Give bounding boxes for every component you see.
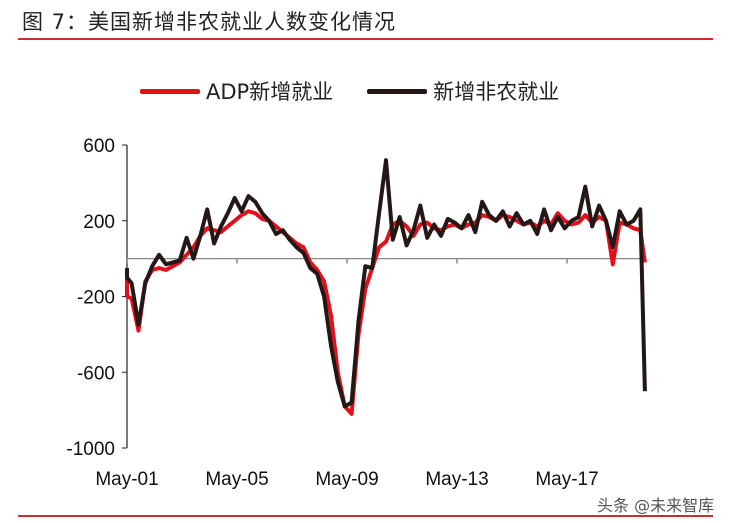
bottom-divider xyxy=(18,515,713,517)
legend-label-adp: ADP新增就业 xyxy=(206,80,334,104)
chart-legend: ADP新增就业 新增非农就业 xyxy=(140,76,593,106)
chart-series xyxy=(125,158,647,416)
legend-item-adp: ADP新增就业 xyxy=(140,76,333,106)
figure-title: 图 7：美国新增非农就业人数变化情况 xyxy=(22,10,397,34)
legend-label-nonfarm: 新增非农就业 xyxy=(433,80,560,104)
y-tick-label: 200 xyxy=(83,212,115,233)
title-divider xyxy=(18,38,713,40)
y-tick-label: -200 xyxy=(77,288,115,309)
x-tick-label: May-01 xyxy=(95,469,158,490)
x-tick-label: May-05 xyxy=(205,469,268,490)
watermark: 头条 @未来智库 xyxy=(597,496,715,515)
x-tick-label: May-17 xyxy=(535,469,598,490)
x-axis: May-01 May-05 May-09 May-13 May-17 xyxy=(95,258,599,490)
y-tick-label: 600 xyxy=(83,136,115,157)
legend-swatch-nonfarm xyxy=(367,88,428,94)
y-axis: 600 200 -200 -600 -1000 xyxy=(66,136,128,460)
x-tick-label: May-13 xyxy=(425,469,488,490)
legend-swatch-adp xyxy=(140,88,200,94)
series-adp-line xyxy=(125,209,647,416)
y-tick-label: -600 xyxy=(77,363,115,384)
series-nonfarm-line xyxy=(125,158,647,409)
legend-item-nonfarm: 新增非农就业 xyxy=(367,76,559,106)
x-tick-label: May-09 xyxy=(315,469,378,490)
y-tick-label: -1000 xyxy=(66,439,115,460)
